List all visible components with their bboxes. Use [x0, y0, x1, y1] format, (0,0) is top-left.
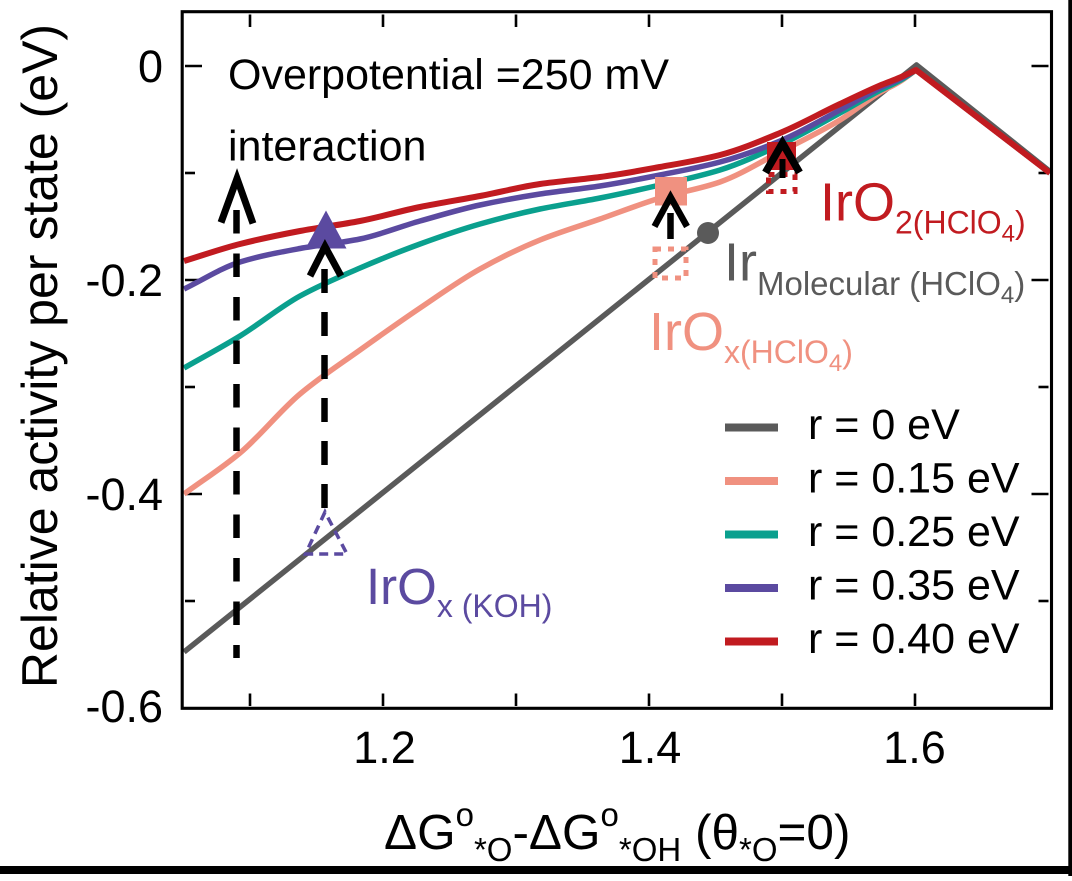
svg-text:1.6: 1.6: [883, 722, 946, 773]
svg-text:interaction: interaction: [228, 123, 426, 171]
svg-text:0: 0: [138, 41, 163, 92]
svg-text:r = 0.25 eV: r = 0.25 eV: [808, 508, 1020, 556]
svg-text:1.2: 1.2: [353, 722, 416, 773]
svg-text:r = 0.40 eV: r = 0.40 eV: [808, 615, 1020, 663]
svg-text:-0.4: -0.4: [85, 469, 163, 520]
svg-text:1.4: 1.4: [619, 722, 682, 773]
svg-text:Overpotential =250 mV: Overpotential =250 mV: [228, 51, 669, 99]
svg-text:r = 0.35 eV: r = 0.35 eV: [808, 562, 1020, 610]
svg-text:-0.2: -0.2: [85, 255, 163, 306]
svg-text:r = 0.15 eV: r = 0.15 eV: [808, 455, 1020, 503]
svg-text:Relative activity per state (e: Relative activity per state (eV): [12, 24, 68, 688]
svg-text:r = 0 eV: r = 0 eV: [808, 401, 960, 449]
svg-text:-0.6: -0.6: [85, 681, 163, 732]
